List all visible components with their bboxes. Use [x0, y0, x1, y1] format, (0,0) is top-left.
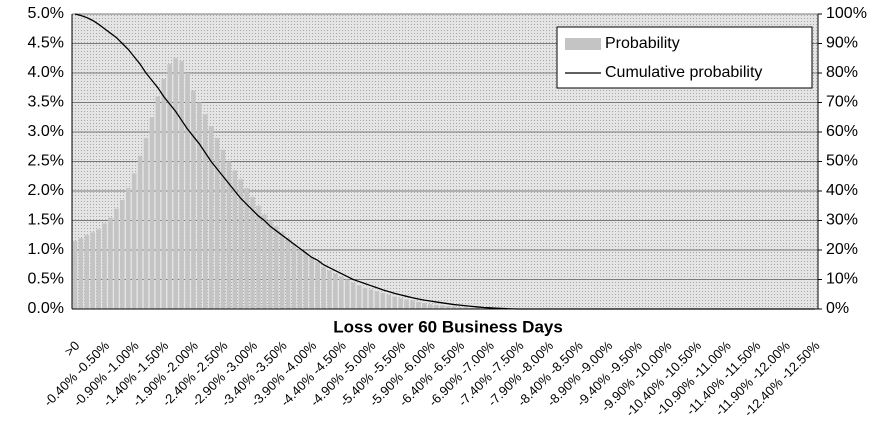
bar — [285, 238, 291, 309]
bar — [173, 58, 178, 309]
bar — [78, 238, 84, 309]
y2-tick-label: 0% — [826, 300, 849, 317]
y-tick-label: 1.0% — [28, 241, 64, 258]
bar — [457, 307, 463, 309]
y2-tick-label: 20% — [826, 241, 858, 258]
bar — [143, 137, 149, 309]
bar — [96, 229, 101, 309]
y2-tick-label: 70% — [826, 94, 858, 111]
bar — [339, 276, 344, 309]
bar — [291, 244, 297, 309]
bar — [244, 188, 249, 309]
bar — [422, 303, 427, 309]
y-tick-label: 0.0% — [28, 300, 64, 317]
bar — [155, 96, 161, 309]
bar — [416, 301, 421, 309]
bar — [380, 293, 386, 309]
bar — [250, 196, 255, 309]
bar — [268, 220, 273, 309]
y2-tick-label: 100% — [826, 5, 867, 22]
bar — [451, 306, 457, 309]
bar — [398, 298, 403, 309]
bar — [445, 306, 451, 309]
bar — [410, 300, 415, 309]
bar — [297, 250, 303, 309]
bar — [232, 170, 238, 309]
y-tick-label: 1.5% — [28, 212, 64, 229]
y-tick-label: 2.5% — [28, 153, 64, 170]
bar — [469, 307, 474, 309]
y-tick-label: 4.0% — [28, 64, 64, 81]
y2-tick-label: 40% — [826, 182, 858, 199]
bar — [356, 285, 362, 309]
y2-tick-label: 60% — [826, 123, 858, 140]
bar — [84, 235, 90, 309]
bar — [202, 114, 208, 309]
y-tick-label: 2.0% — [28, 182, 64, 199]
bar — [256, 205, 261, 309]
bar — [327, 270, 332, 309]
bar — [226, 161, 232, 309]
y2-tick-label: 10% — [826, 271, 858, 288]
y-tick-label: 5.0% — [28, 5, 64, 22]
x-tick-label: >0 — [61, 338, 82, 359]
bar — [131, 173, 137, 309]
bar — [108, 217, 113, 309]
y-tick-label: 3.0% — [28, 123, 64, 140]
y2-tick-label: 50% — [826, 153, 858, 170]
legend-label: Cumulative probability — [605, 64, 762, 81]
bar — [185, 73, 190, 309]
bar — [368, 289, 374, 309]
bar — [427, 304, 433, 309]
bar — [179, 61, 184, 310]
bar — [262, 214, 267, 309]
bar — [350, 282, 356, 309]
bar — [167, 64, 172, 310]
bar — [220, 149, 226, 309]
bar — [197, 102, 202, 309]
y-tick-label: 0.5% — [28, 271, 64, 288]
bar — [102, 223, 107, 309]
bar — [386, 294, 392, 309]
bar — [191, 90, 196, 309]
x-axis-label: Loss over 60 Business Days — [333, 317, 563, 336]
bar — [90, 232, 95, 309]
bar — [149, 117, 155, 309]
bar — [433, 304, 439, 309]
bar — [72, 241, 78, 309]
bar — [374, 291, 380, 309]
bar — [362, 287, 368, 309]
bar — [238, 179, 243, 309]
bar — [214, 137, 220, 309]
y2-tick-label: 90% — [826, 35, 858, 52]
y-tick-label: 3.5% — [28, 94, 64, 111]
bar — [279, 232, 285, 309]
bar — [392, 296, 397, 309]
bar — [309, 257, 315, 309]
legend-label: Probability — [605, 35, 680, 52]
bar — [404, 299, 409, 309]
bar — [125, 188, 131, 309]
bar — [303, 252, 309, 309]
bar — [345, 279, 350, 309]
bar — [439, 305, 445, 309]
bar — [137, 155, 143, 309]
bar — [161, 78, 167, 310]
legend-box — [556, 26, 813, 89]
y2-tick-label: 30% — [826, 212, 858, 229]
legend-swatch — [565, 38, 601, 50]
y2-tick-label: 80% — [826, 64, 858, 81]
bar — [114, 208, 119, 309]
bar — [333, 273, 338, 309]
bar — [475, 307, 480, 309]
bar — [120, 199, 125, 309]
bar — [274, 226, 279, 309]
bar — [321, 266, 326, 309]
y-tick-label: 4.5% — [28, 35, 64, 52]
bar — [463, 307, 468, 309]
bar — [315, 261, 320, 309]
bar — [208, 126, 214, 309]
